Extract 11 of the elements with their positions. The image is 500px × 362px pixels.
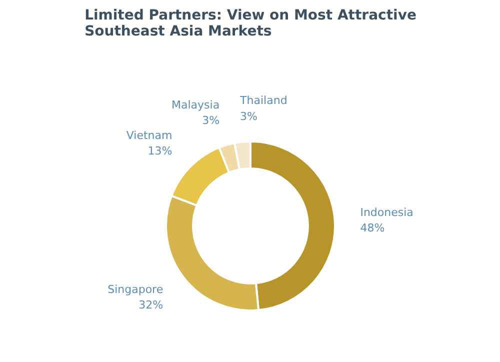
data-label: 3%: [202, 114, 220, 128]
data-label: 48%: [360, 222, 385, 235]
slice-label: Singapore: [108, 283, 164, 296]
slice-label: Indonesia: [360, 206, 414, 220]
slice-label: Thailand: [239, 94, 288, 108]
chart-title: Limited Partners: View on Most Attractive Southeast Asia Markets: [84, 8, 416, 40]
data-label: 13%: [148, 144, 172, 158]
slice-label: Vietnam: [126, 128, 172, 142]
data-label: 32%: [138, 298, 164, 312]
slice-label: Malaysia: [171, 98, 220, 112]
data-label: 3%: [240, 110, 258, 123]
